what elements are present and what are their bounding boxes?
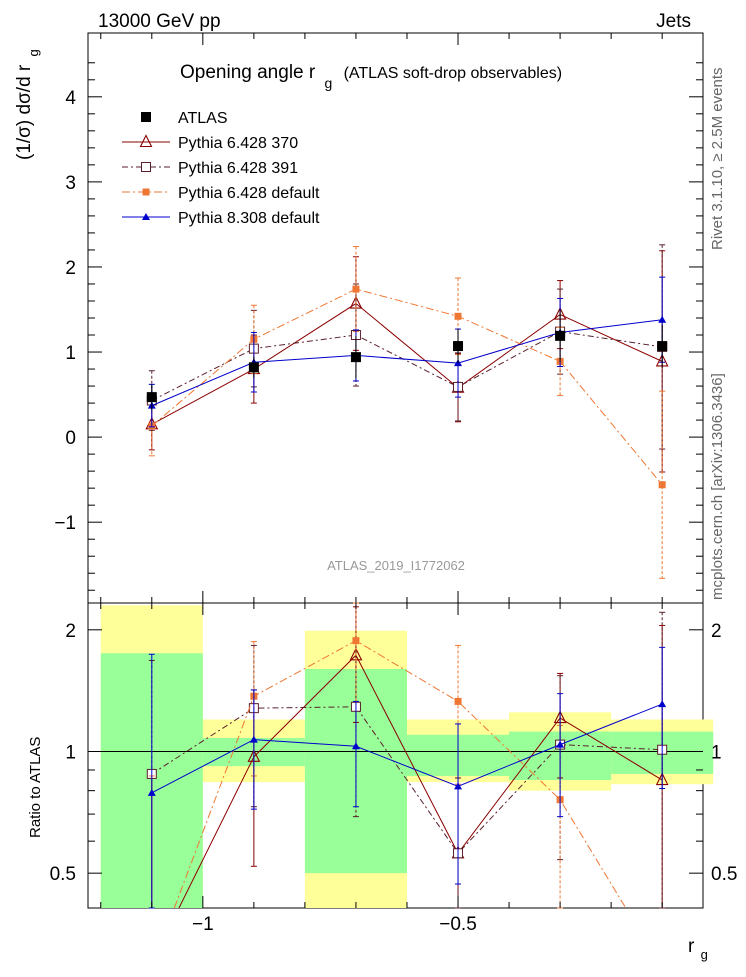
main-point-series-2-3 [454,312,462,320]
x-axis-label-main: r [688,936,695,957]
legend-label-p8def: Pythia 8.308 default [178,210,320,227]
plot-title-main: Opening angle r [180,62,316,83]
y-tick-label-ratio-right: 2 [711,621,722,642]
y-tick-label-ratio-right: 0.5 [711,864,737,885]
y-tick-label-main: 1 [65,343,76,364]
legend-marker-atlas [141,112,151,122]
ratio-y-axis-label: Ratio to ATLAS [27,737,44,838]
legend: ATLAS Pythia 6.428 370 Pythia 6.428 391 Pyt… [122,110,320,227]
ratio-line-series-2 [173,640,627,908]
plot-title: Opening angle r g (ATLAS soft-drop obser… [180,62,562,93]
main-y-axis-label: (1/σ) dσ/d r g [14,49,41,160]
rivet-version-label: Rivet 3.1.10, ≥ 2.5M events [709,68,726,251]
x-axis-label-sub: g [701,947,708,962]
y-tick-label-ratio-left: 1 [65,742,76,763]
legend-label-p6def: Pythia 6.428 default [178,185,320,202]
legend-label-p391: Pythia 6.428 391 [178,160,298,177]
ratio-point-series-2-2 [352,637,360,645]
y-tick-label-main: 0 [65,428,76,449]
legend-label-p370: Pythia 6.428 370 [178,135,298,152]
main-y-axis-label-main: (1/σ) dσ/d r [14,64,35,160]
mcplots-label: mcplots.cern.ch [arXiv:1306.3436] [709,373,726,600]
ratio-line-series-3 [151,703,663,794]
y-tick-label-ratio-left: 0.5 [50,864,76,885]
axis-ticks-group: −1 −0.5 −1 0 1 2 3 4 0.5 0.5 1 1 2 2 [50,33,737,935]
legend-marker-p8def [142,213,150,220]
ratio-point-series-3-4 [556,740,565,748]
y-tick-label-main: −1 [54,513,76,534]
analysis-id-label: ATLAS_2019_I1772062 [327,558,465,573]
y-tick-label-main: 3 [65,173,76,194]
data-point-3 [453,341,464,352]
legend-marker-p6def [142,188,150,196]
main-line-series-3 [151,319,663,407]
main-point-series-2-2 [352,285,360,293]
ratio-point-series-3-0 [147,788,156,796]
main-point-series-2-5 [658,481,666,489]
data-point-4 [555,330,566,341]
data-point-5 [657,341,668,352]
ratio-point-series-3-2 [351,742,360,750]
ratio-uncertainty-bands [100,605,714,908]
ratio-line-series-0 [178,654,663,908]
legend-marker-p370 [139,134,153,148]
y-tick-label-main: 2 [65,258,76,279]
plot-title-rest: (ATLAS soft-drop observables) [344,65,562,82]
ratio-point-series-3-3 [454,782,463,790]
main-point-series-3-5 [658,315,667,323]
y-tick-label-main: 4 [65,88,76,109]
x-tick-label: −0.5 [439,914,477,935]
plot-title-sub: g [325,75,333,91]
data-point-2 [350,352,361,363]
x-axis-label: r g [688,936,708,962]
main-series-group [145,244,669,579]
y-tick-label-ratio-left: 2 [65,621,76,642]
main-line-series-0 [151,302,663,425]
y-tick-label-ratio-right: 1 [711,742,722,763]
data-point-1 [248,362,259,373]
process-label: Jets [656,11,691,32]
legend-label-atlas: ATLAS [178,110,228,127]
legend-marker-p391 [141,162,151,172]
ratio-line-series-1 [151,706,663,855]
main-line-series-2 [151,288,663,486]
x-tick-label: −1 [192,914,214,935]
ratio-point-series-3-1 [249,735,258,743]
energy-label: 13000 GeV pp [98,11,221,32]
ratio-point-series-2-3 [454,697,462,705]
data-point-0 [146,392,157,403]
ratio-series-group [146,602,669,909]
main-line-series-1 [151,331,663,401]
main-y-axis-label-sub: g [26,49,41,56]
ratio-point-series-3-5 [658,700,667,708]
